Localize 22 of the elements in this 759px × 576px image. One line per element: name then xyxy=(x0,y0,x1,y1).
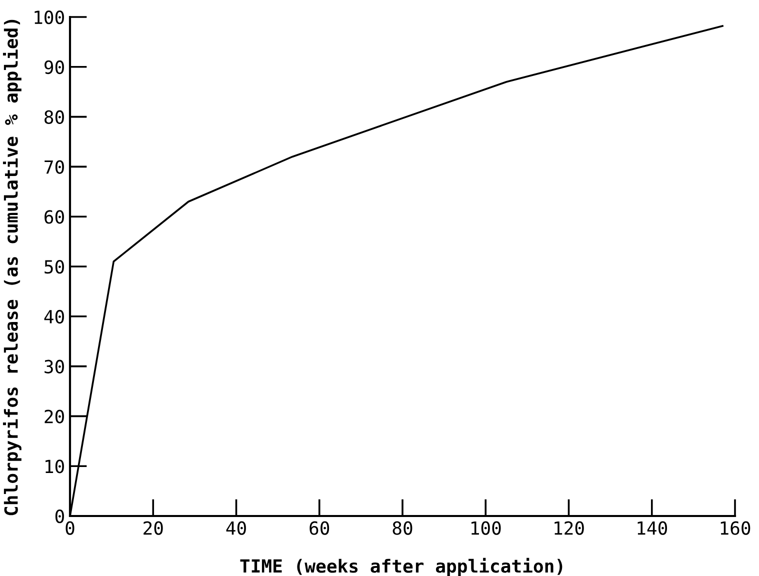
y-tick-label: 60 xyxy=(44,210,64,224)
x-tick-label: 160 xyxy=(720,521,750,535)
y-tick-label: 30 xyxy=(44,360,64,374)
y-tick-label: 50 xyxy=(44,260,64,274)
x-tick-label: 80 xyxy=(392,521,412,535)
x-tick-label: 120 xyxy=(554,521,584,535)
x-tick-label: 140 xyxy=(638,521,668,535)
y-tick-label: 40 xyxy=(44,310,64,324)
x-tick-label: 60 xyxy=(310,521,330,535)
x-tick-label: 20 xyxy=(144,521,163,535)
x-tick-label: 0 xyxy=(66,521,74,535)
y-tick-label: 90 xyxy=(44,60,64,74)
y-tick-label: 0 xyxy=(55,510,64,524)
y-tick-label: 70 xyxy=(44,160,64,174)
y-axis-title: Chlorpyrifos release (as cumulative % applied) xyxy=(2,20,22,516)
y-tick-label: 100 xyxy=(34,10,64,24)
y-tick-label: 20 xyxy=(44,410,64,424)
y-tick-label: 10 xyxy=(46,460,64,474)
y-tick-label: 80 xyxy=(44,110,64,124)
x-tick-label: 40 xyxy=(226,521,246,535)
x-tick-label: 100 xyxy=(471,521,501,535)
x-axis-title: TIME (weeks after application) xyxy=(240,558,562,576)
